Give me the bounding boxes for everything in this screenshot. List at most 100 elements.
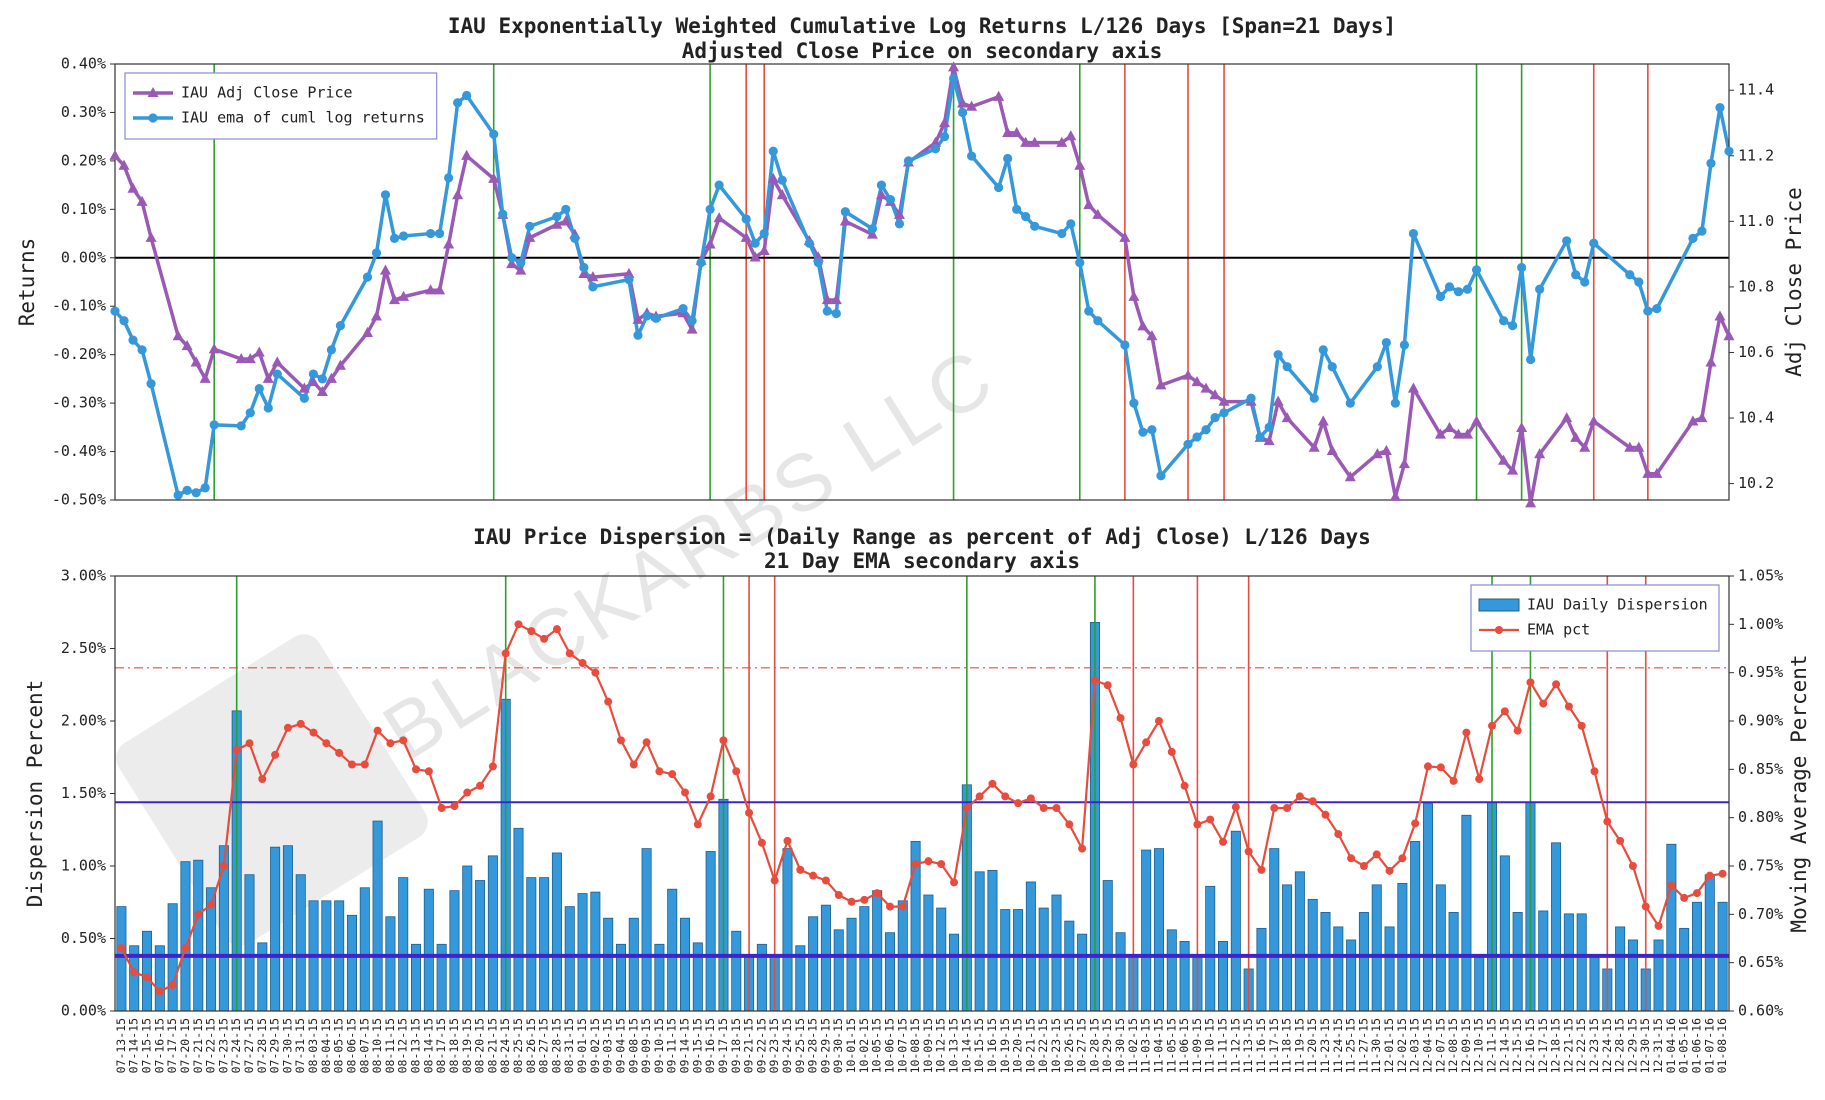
point bbox=[1116, 714, 1125, 723]
x-tick-label: 08-04-15 bbox=[319, 1018, 333, 1073]
legend-label: IAU Daily Dispersion bbox=[1527, 596, 1708, 614]
point bbox=[498, 209, 508, 219]
point bbox=[437, 804, 446, 812]
point bbox=[128, 335, 138, 345]
point bbox=[453, 98, 463, 108]
x-tick-label: 11-06-15 bbox=[1177, 1018, 1191, 1073]
point bbox=[1057, 228, 1067, 239]
y2-tick-label: 0.85% bbox=[1738, 760, 1783, 778]
x-tick-label: 08-10-15 bbox=[370, 1018, 384, 1073]
point bbox=[591, 668, 600, 677]
point bbox=[1507, 464, 1519, 475]
point bbox=[894, 219, 905, 229]
bar bbox=[423, 888, 434, 1012]
bar bbox=[1538, 910, 1549, 1012]
point bbox=[444, 173, 454, 183]
y-tick-label: -0.50% bbox=[52, 491, 106, 509]
point bbox=[1552, 680, 1561, 689]
point bbox=[866, 228, 878, 239]
x-tick-label: 09-18-15 bbox=[729, 1018, 743, 1073]
x-tick-label: 12-31-15 bbox=[1651, 1018, 1665, 1073]
x-tick-label: 11-17-15 bbox=[1267, 1018, 1281, 1073]
x-tick-label: 08-11-15 bbox=[383, 1018, 397, 1073]
point bbox=[325, 372, 337, 383]
point bbox=[623, 267, 635, 278]
x-tick-label: 07-22-15 bbox=[204, 1018, 218, 1073]
y2-tick-label: 11.4 bbox=[1738, 81, 1774, 99]
x-tick-label: 09-09-15 bbox=[639, 1018, 653, 1073]
x-tick-label: 01-05-16 bbox=[1677, 1018, 1691, 1073]
point bbox=[208, 343, 220, 354]
bar bbox=[1077, 933, 1088, 1012]
bar bbox=[539, 877, 550, 1012]
point bbox=[875, 189, 887, 200]
point bbox=[1326, 444, 1338, 455]
legend-marker bbox=[1495, 626, 1503, 634]
point bbox=[867, 224, 878, 234]
point bbox=[1344, 471, 1356, 482]
point bbox=[527, 627, 536, 636]
point bbox=[1714, 310, 1726, 321]
point bbox=[1667, 881, 1676, 890]
point bbox=[373, 726, 382, 735]
point bbox=[796, 865, 805, 874]
point bbox=[424, 767, 433, 776]
y-tick-label: 0.00% bbox=[61, 248, 106, 266]
point bbox=[1471, 265, 1482, 275]
bar bbox=[1051, 894, 1062, 1012]
chart-1: IAU Price Dispersion = (Daily Range as p… bbox=[23, 525, 1811, 1073]
point bbox=[398, 231, 409, 241]
point bbox=[696, 258, 706, 268]
point bbox=[1093, 316, 1103, 326]
y2-tick-label: 10.6 bbox=[1738, 343, 1774, 361]
x-tick-label: 10-27-15 bbox=[1075, 1018, 1089, 1073]
x-tick-label: 12-08-15 bbox=[1446, 1018, 1460, 1073]
bar bbox=[244, 874, 255, 1012]
point bbox=[759, 228, 769, 239]
point bbox=[425, 284, 437, 295]
x-tick-label: 01-08-16 bbox=[1715, 1018, 1729, 1073]
point bbox=[299, 393, 309, 403]
bar bbox=[577, 893, 588, 1012]
bar bbox=[628, 917, 639, 1012]
point bbox=[1399, 340, 1409, 350]
point bbox=[1231, 803, 1240, 812]
point bbox=[713, 212, 725, 223]
point bbox=[1525, 497, 1537, 508]
point bbox=[194, 910, 203, 919]
point bbox=[1142, 738, 1151, 747]
point bbox=[137, 345, 147, 355]
point bbox=[245, 408, 255, 418]
point bbox=[110, 306, 120, 316]
point bbox=[876, 180, 887, 190]
point bbox=[1696, 412, 1708, 423]
x-tick-label: 09-25-15 bbox=[793, 1018, 807, 1073]
point bbox=[434, 284, 446, 295]
point bbox=[370, 310, 383, 321]
y-tick-label: 1.00% bbox=[61, 857, 106, 875]
bar bbox=[974, 871, 985, 1012]
point bbox=[1724, 146, 1734, 156]
point bbox=[1359, 862, 1368, 870]
point bbox=[939, 132, 950, 142]
point bbox=[334, 359, 346, 370]
point bbox=[516, 258, 526, 268]
point bbox=[360, 760, 369, 769]
point bbox=[1255, 432, 1265, 442]
x-tick-label: 12-15-15 bbox=[1510, 1018, 1524, 1073]
x-tick-label: 10-13-15 bbox=[947, 1018, 961, 1073]
point bbox=[190, 356, 202, 367]
y-tick-label: 2.50% bbox=[61, 639, 106, 657]
point bbox=[1498, 454, 1510, 465]
point bbox=[1295, 792, 1304, 801]
y-tick-label: 2.00% bbox=[61, 712, 106, 730]
x-tick-label: 07-24-15 bbox=[229, 1018, 243, 1073]
bar bbox=[1627, 939, 1638, 1012]
point bbox=[1423, 762, 1432, 771]
bar bbox=[1384, 926, 1395, 1012]
point bbox=[1385, 866, 1394, 875]
chart-subtitle: 21 Day EMA secondary axis bbox=[764, 549, 1080, 573]
x-tick-label: 11-27-15 bbox=[1356, 1018, 1370, 1073]
point bbox=[1201, 425, 1211, 435]
x-tick-label: 10-22-15 bbox=[1036, 1018, 1050, 1073]
